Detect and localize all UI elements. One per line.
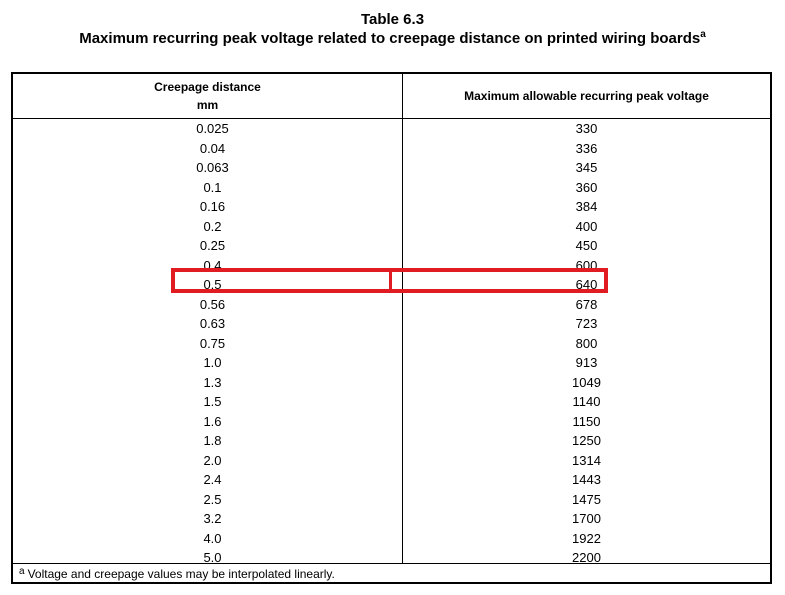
header-creepage-distance-label: Creepage distance [154,80,261,94]
cell-peak-voltage: 1250 [572,433,601,448]
cell-peak-voltage: 1049 [572,374,601,390]
row-highlight-divider [389,268,392,293]
cell-peak-voltage: 1475 [572,491,601,507]
table-row: 2.4 1443 [13,470,770,490]
cell-creepage-distance: 4.0 [203,530,222,546]
cell-creepage-distance: 0.75 [199,335,226,351]
header-creepage-distance: Creepage distance mm [13,78,402,114]
cell-creepage-distance: 0.5 [203,277,222,292]
cell-peak-voltage: 1922 [572,530,601,546]
table-row: 0.04 336 [13,139,770,159]
cell-creepage-distance: 2.4 [203,472,222,487]
footnote: a Voltage and creepage values may be inte… [19,566,335,582]
footnote-marker: a [19,566,25,577]
cell-peak-voltage: 400 [575,218,598,234]
table-row: 1.0 913 [13,353,770,373]
table-number: Table 6.3 [360,11,425,28]
footnote-text: Voltage and creepage values may be inter… [27,567,335,581]
cell-creepage-distance: 0.2 [203,218,222,234]
cell-peak-voltage: 723 [575,316,598,331]
cell-creepage-distance: 0.025 [196,121,229,136]
cell-peak-voltage: 640 [575,277,598,292]
cell-creepage-distance: 0.56 [199,296,226,312]
table-row: 0.16 384 [13,197,770,217]
table-row: 0.063 345 [13,158,770,178]
table-row: 0.75 800 [13,334,770,354]
cell-peak-voltage: 800 [575,335,598,351]
table-caption: Maximum recurring peak voltage related t… [0,29,785,48]
column-divider [402,74,403,563]
cell-creepage-distance: 0.1 [203,179,222,195]
table-row: 0.5 640 [13,275,770,295]
cell-peak-voltage: 1140 [572,394,601,409]
cell-creepage-distance: 1.3 [203,374,222,390]
cell-creepage-distance: 1.8 [203,433,222,448]
cell-creepage-distance: 0.25 [199,238,226,253]
cell-peak-voltage: 336 [575,140,598,156]
cell-creepage-distance: 5.0 [203,550,222,565]
cell-creepage-distance: 0.04 [199,140,226,156]
cell-peak-voltage: 913 [575,355,598,370]
cell-peak-voltage: 1700 [572,511,601,526]
cell-peak-voltage: 1314 [572,452,601,468]
table-row: 1.8 1250 [13,431,770,451]
header-divider [13,118,770,119]
table-row: 2.0 1314 [13,451,770,471]
cell-creepage-distance: 0.16 [199,199,226,214]
table-row: 0.63 723 [13,314,770,334]
cell-peak-voltage: 450 [575,238,598,253]
table-row: 0.1 360 [13,178,770,198]
cell-peak-voltage: 1150 [572,413,601,429]
cell-peak-voltage: 678 [575,296,598,312]
table-row: 1.5 1140 [13,392,770,412]
cell-creepage-distance: 2.5 [203,491,222,507]
footnote-divider [13,563,770,564]
cell-creepage-distance: 2.0 [203,452,222,468]
table-row: 0.025 330 [13,119,770,139]
table-row: 1.3 1049 [13,373,770,393]
table-frame: Creepage distance mm Maximum allowable r… [11,72,772,584]
table-row: 4.0 1922 [13,529,770,549]
table-row: 1.6 1150 [13,412,770,432]
table-row: 3.2 1700 [13,509,770,529]
table-row: 0.2 400 [13,217,770,237]
cell-peak-voltage: 1443 [572,472,601,487]
cell-creepage-distance: 0.63 [199,316,226,331]
cell-creepage-distance: 1.5 [203,394,222,409]
cell-peak-voltage: 330 [575,121,598,136]
cell-creepage-distance: 3.2 [203,511,222,526]
cell-peak-voltage: 345 [575,160,598,175]
cell-creepage-distance: 1.6 [203,413,222,429]
header-creepage-distance-unit: mm [196,98,219,112]
cell-creepage-distance: 1.0 [203,355,222,370]
caption-footnote-marker: a [700,29,706,40]
cell-peak-voltage: 2200 [572,550,601,565]
table-row: 0.25 450 [13,236,770,256]
cell-creepage-distance: 0.063 [196,160,229,175]
table-body: 0.025 330 0.04 336 0.063 345 0.1 360 0.16 384 0.2 4… [13,119,770,568]
table-row: 2.5 1475 [13,490,770,510]
table-row: 5.0 2200 [13,548,770,568]
table-row: 0.56 678 [13,295,770,315]
header-peak-voltage: Maximum allowable recurring peak voltage [464,89,709,103]
cell-peak-voltage: 384 [575,199,598,214]
cell-peak-voltage: 360 [575,179,598,195]
table-caption-text: Maximum recurring peak voltage related t… [79,30,701,47]
